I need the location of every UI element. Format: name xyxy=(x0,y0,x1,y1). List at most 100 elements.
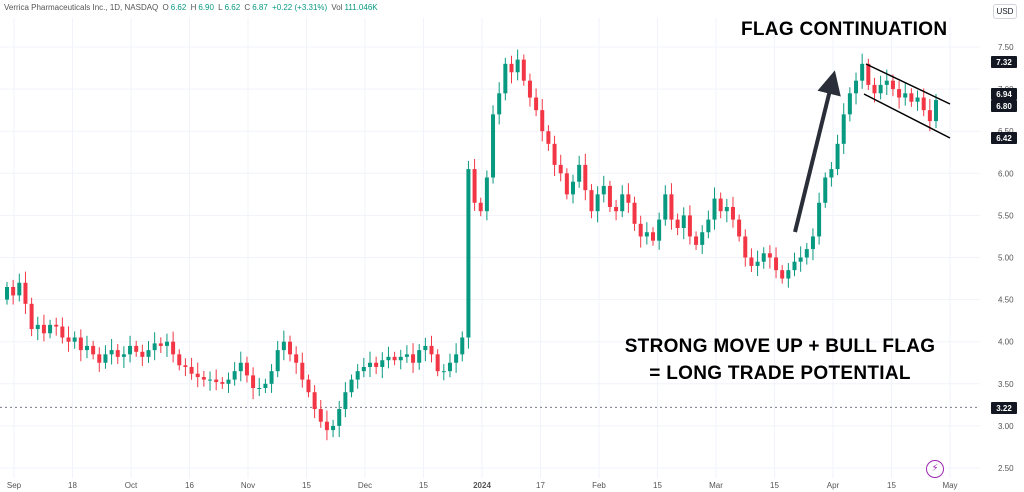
candle xyxy=(909,88,914,107)
candle-body xyxy=(589,190,594,212)
candle-body xyxy=(841,114,846,144)
price-label-text: 7.32 xyxy=(996,58,1012,67)
candle-body xyxy=(767,253,772,258)
candle-body xyxy=(17,282,22,296)
candle-body xyxy=(774,257,779,271)
candle-body xyxy=(97,354,102,363)
candle-body xyxy=(41,324,46,334)
candle xyxy=(48,319,53,339)
candle-body xyxy=(626,194,631,203)
trend-arrow xyxy=(793,70,841,233)
candle-body xyxy=(232,371,237,380)
candle-body xyxy=(177,354,182,366)
price-axis: 7.507.006.506.005.505.004.504.003.503.00… xyxy=(998,43,1014,473)
price-label: 6.42 xyxy=(991,132,1017,144)
candle xyxy=(792,252,797,277)
candle xyxy=(835,134,840,176)
candle-body xyxy=(700,232,705,245)
candle-body xyxy=(927,110,932,122)
candle-body xyxy=(404,354,409,357)
candle-body xyxy=(675,219,680,229)
candle xyxy=(417,344,422,370)
candle xyxy=(238,351,243,382)
candle xyxy=(650,227,655,246)
candle xyxy=(460,331,465,362)
candle-body xyxy=(300,362,305,380)
candle xyxy=(866,58,871,90)
candle-body xyxy=(91,345,96,355)
candle xyxy=(823,172,828,208)
candle xyxy=(367,351,372,378)
candle-body xyxy=(66,337,71,342)
candle xyxy=(324,410,329,441)
candle xyxy=(607,180,612,213)
symbol-title: Verrica Pharmaceuticals Inc., 1D, NASDAQ xyxy=(4,3,159,12)
candle-body xyxy=(835,143,840,170)
candle-body xyxy=(552,143,557,165)
candle-body xyxy=(331,425,336,431)
candle xyxy=(41,314,46,342)
candle xyxy=(571,174,576,204)
price-label: 3.22 xyxy=(991,402,1017,414)
y-tick-label: 6.00 xyxy=(998,169,1014,178)
candle-body xyxy=(515,59,520,73)
candle-body xyxy=(687,215,692,237)
candle-body xyxy=(60,326,65,338)
price-label: 7.32 xyxy=(991,56,1017,68)
candle-body xyxy=(441,371,446,373)
price-label-text: 6.42 xyxy=(996,134,1012,143)
volume-label: Vol xyxy=(331,3,343,12)
candle-body xyxy=(558,164,563,174)
candle-body xyxy=(497,93,502,115)
candle-body xyxy=(534,97,539,111)
candle-body xyxy=(337,409,342,426)
candle-body xyxy=(29,303,34,330)
candle-body xyxy=(798,257,803,262)
candle-body xyxy=(220,382,225,384)
candle xyxy=(761,247,766,269)
candle xyxy=(423,337,428,362)
y-tick-label: 2.50 xyxy=(998,464,1014,473)
candle xyxy=(503,57,508,101)
price-labels: 7.32 6.94 6.80 6.42 3.22 xyxy=(991,56,1017,414)
currency-button[interactable]: USD xyxy=(993,4,1017,19)
time-axis: Sep 18 Oct 16 Nov 15 Dec 15 2024 17 Feb 15 Mar 15 Apr 1… xyxy=(7,481,958,490)
candle-body xyxy=(343,392,348,410)
candle xyxy=(35,316,40,341)
candle xyxy=(115,344,120,364)
candle-body xyxy=(35,324,40,330)
candle xyxy=(331,419,336,438)
candle xyxy=(860,53,865,89)
candle xyxy=(91,340,96,360)
candle xyxy=(318,399,323,428)
candle-body xyxy=(226,379,231,384)
candle xyxy=(614,199,619,221)
candle xyxy=(577,155,582,188)
candle xyxy=(300,352,305,388)
candle xyxy=(484,170,489,221)
candle xyxy=(466,161,471,349)
candle-body xyxy=(275,350,280,372)
candle-body xyxy=(614,206,619,212)
candle-body xyxy=(577,164,582,182)
candle xyxy=(109,339,114,365)
candle xyxy=(724,198,729,223)
annotation-line-1: STRONG MOVE UP + BULL FLAG xyxy=(624,336,936,357)
candle-body xyxy=(847,93,852,115)
candle-body xyxy=(792,261,797,271)
x-tick-label: Oct xyxy=(125,481,138,490)
candle-body xyxy=(269,371,274,384)
x-tick-label: 17 xyxy=(536,481,545,490)
candle-body xyxy=(349,379,354,393)
candle xyxy=(897,81,902,109)
flag-upper-line xyxy=(865,63,951,105)
candle-body xyxy=(134,345,139,352)
candle xyxy=(454,343,459,373)
candle xyxy=(447,353,452,378)
candle xyxy=(84,335,89,359)
candle-body xyxy=(644,232,649,237)
tradingview-logo-icon[interactable]: ⚡ xyxy=(926,460,944,478)
candle xyxy=(675,213,680,236)
candle-body xyxy=(897,89,902,98)
candle-body xyxy=(737,219,742,237)
